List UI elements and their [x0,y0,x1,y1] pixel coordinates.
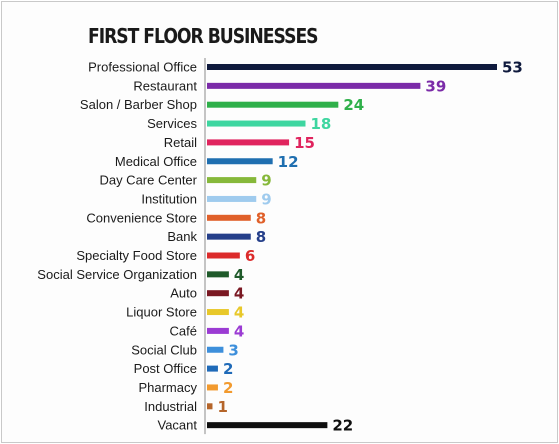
value-label: 4 [234,304,244,322]
category-label: Services [147,116,197,131]
bar [207,177,257,184]
value-label: 53 [502,59,523,77]
bar [207,195,257,202]
bar [207,120,306,127]
category-label: Restaurant [133,78,197,93]
category-label: Industrial [144,399,197,414]
category-label: Retail [164,135,197,150]
value-label: 2 [223,360,233,378]
bar [207,327,229,334]
value-label: 3 [228,341,238,359]
value-label: 8 [256,209,266,227]
category-label: Professional Office [88,60,197,75]
bar [207,309,229,316]
category-label: Social Service Organization [37,267,197,282]
bar [207,271,229,278]
category-label: Liquor Store [126,305,197,320]
category-label: Specialty Food Store [76,248,197,263]
category-label: Medical Office [115,154,197,169]
category-label: Day Care Center [99,173,197,188]
category-label: Bank [167,229,197,244]
category-label: Social Club [131,342,197,357]
value-label: 9 [261,190,271,208]
category-label: Convenience Store [86,210,197,225]
category-label: Pharmacy [138,380,197,395]
category-label: Institution [141,191,197,206]
value-label: 4 [234,322,244,340]
category-label: Vacant [157,418,197,433]
category-label: Post Office [134,361,197,376]
bar [207,82,421,89]
value-label: 4 [234,266,244,284]
bar [207,422,328,429]
value-label: 22 [332,417,353,435]
bar [207,365,218,372]
chart-title: FIRST FLOOR BUSINESSES [88,24,319,48]
value-label: 1 [217,398,227,416]
value-label: 4 [234,285,244,303]
bar [207,252,240,259]
value-label: 8 [256,228,266,246]
bar [207,233,251,240]
value-label: 6 [245,247,255,265]
value-label: 24 [343,96,364,114]
value-label: 39 [425,77,446,95]
value-label: 12 [278,153,299,171]
category-label: Auto [170,286,197,301]
bar [207,139,290,146]
bar [207,346,224,353]
value-label: 15 [294,134,315,152]
bar [207,290,229,297]
bar [207,101,339,108]
category-label: Café [170,323,197,338]
value-label: 2 [223,379,233,397]
bar [207,384,218,391]
category-label: Salon / Barber Shop [80,97,197,112]
bar [207,403,213,410]
bar [207,158,273,165]
value-label: 18 [310,115,331,133]
bar [207,214,251,221]
bar [207,64,497,70]
value-label: 9 [261,172,271,190]
